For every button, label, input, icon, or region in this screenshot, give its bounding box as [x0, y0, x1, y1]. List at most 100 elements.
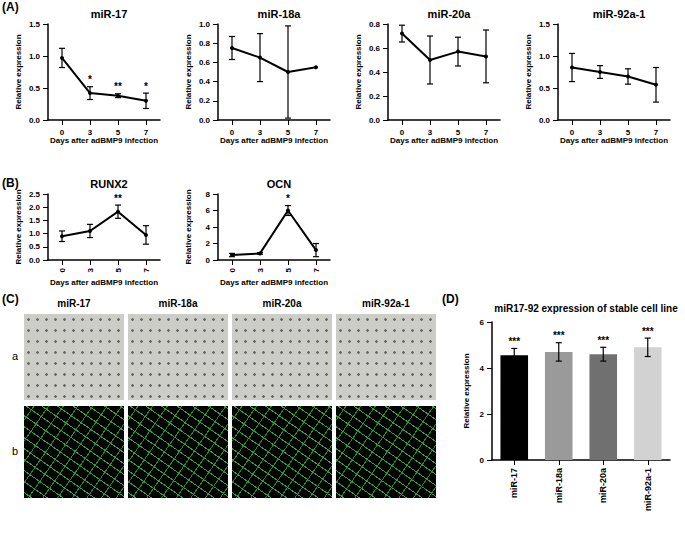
- svg-text:0.2: 0.2: [199, 96, 211, 105]
- svg-text:0.6: 0.6: [369, 44, 381, 53]
- svg-text:Days after adBMP9 infection: Days after adBMP9 infection: [50, 136, 158, 145]
- svg-text:0.5: 0.5: [29, 84, 41, 93]
- svg-text:1.5: 1.5: [539, 20, 551, 29]
- html-text:(D): (D): [442, 292, 459, 306]
- svg-text:Relative expression: Relative expression: [184, 189, 193, 264]
- svg-text:*: *: [88, 74, 92, 85]
- svg-text:0.0: 0.0: [539, 116, 551, 125]
- svg-text:0.0: 0.0: [369, 116, 381, 125]
- svg-text:miR-92a-1: miR-92a-1: [643, 468, 653, 511]
- svg-text:***: ***: [508, 336, 520, 347]
- svg-text:6: 6: [206, 206, 211, 215]
- svg-text:7: 7: [142, 267, 151, 272]
- svg-text:0: 0: [206, 256, 211, 265]
- svg-text:1.0: 1.0: [29, 229, 41, 238]
- svg-text:2: 2: [206, 239, 211, 248]
- svg-text:8: 8: [206, 190, 211, 199]
- html-text:(A): (A): [2, 0, 19, 14]
- svg-text:3: 3: [86, 267, 95, 272]
- svg-text:5: 5: [626, 128, 631, 137]
- svg-text:RUNX2: RUNX2: [90, 178, 127, 190]
- svg-text:7: 7: [654, 128, 659, 137]
- svg-text:1.5: 1.5: [29, 216, 41, 225]
- svg-text:0.8: 0.8: [199, 39, 211, 48]
- svg-text:Days after adBMP9 infection: Days after adBMP9 infection: [220, 136, 328, 145]
- svg-text:5: 5: [114, 267, 123, 272]
- svg-text:0: 0: [228, 267, 237, 272]
- svg-text:miR17-92 expression of stable: miR17-92 expression of stable cell line: [494, 303, 678, 314]
- html-text:a: a: [12, 350, 19, 362]
- svg-text:0: 0: [230, 128, 235, 137]
- svg-text:0: 0: [400, 128, 405, 137]
- svg-text:0: 0: [480, 456, 485, 465]
- svg-text:4: 4: [480, 364, 485, 373]
- svg-text:0.4: 0.4: [199, 77, 211, 86]
- svg-text:*: *: [144, 81, 148, 92]
- html-text:miR-92a-1: miR-92a-1: [362, 298, 410, 309]
- svg-text:5: 5: [456, 128, 461, 137]
- svg-text:miR-17: miR-17: [91, 8, 128, 20]
- svg-text:0.4: 0.4: [369, 68, 381, 77]
- svg-text:***: ***: [642, 326, 654, 337]
- svg-text:0: 0: [570, 128, 575, 137]
- svg-text:0.2: 0.2: [369, 92, 381, 101]
- svg-text:*: *: [286, 193, 290, 204]
- html-text:miR-17: miR-17: [57, 298, 91, 309]
- svg-text:4: 4: [206, 223, 211, 232]
- svg-text:0.0: 0.0: [29, 256, 41, 265]
- svg-text:7: 7: [144, 128, 149, 137]
- svg-text:2.5: 2.5: [29, 190, 41, 199]
- svg-text:miR-20a: miR-20a: [428, 8, 472, 20]
- svg-text:7: 7: [312, 267, 321, 272]
- svg-text:Days after adBMP9 infection: Days after adBMP9 infection: [220, 278, 328, 287]
- svg-text:5: 5: [116, 128, 121, 137]
- html-text:(C): (C): [2, 292, 19, 306]
- svg-text:1.0: 1.0: [29, 52, 41, 61]
- svg-text:1.5: 1.5: [29, 20, 41, 29]
- svg-text:1.0: 1.0: [199, 20, 211, 29]
- svg-text:0.0: 0.0: [199, 116, 211, 125]
- svg-text:5: 5: [284, 267, 293, 272]
- svg-text:7: 7: [314, 128, 319, 137]
- svg-text:Relative expression: Relative expression: [354, 34, 363, 109]
- svg-text:5: 5: [286, 128, 291, 137]
- svg-text:miR-92a-1: miR-92a-1: [593, 8, 646, 20]
- svg-text:3: 3: [598, 128, 603, 137]
- svg-text:***: ***: [553, 330, 565, 341]
- svg-text:6: 6: [480, 318, 485, 327]
- svg-text:0: 0: [58, 267, 67, 272]
- svg-text:0.6: 0.6: [199, 58, 211, 67]
- svg-text:Relative expression: Relative expression: [14, 34, 23, 109]
- svg-text:0.5: 0.5: [539, 84, 551, 93]
- svg-text:**: **: [114, 81, 122, 92]
- svg-text:1.0: 1.0: [539, 52, 551, 61]
- svg-text:0.8: 0.8: [369, 20, 381, 29]
- html-text:(B): (B): [2, 176, 19, 190]
- svg-text:3: 3: [88, 128, 93, 137]
- svg-text:OCN: OCN: [267, 178, 292, 190]
- svg-text:Relative expression: Relative expression: [184, 34, 193, 109]
- svg-text:Relative expression: Relative expression: [14, 189, 23, 264]
- svg-text:2.0: 2.0: [29, 203, 41, 212]
- svg-text:Days after adBMP9 infection: Days after adBMP9 infection: [390, 136, 498, 145]
- svg-text:0.5: 0.5: [29, 242, 41, 251]
- svg-text:Relative expression: Relative expression: [524, 34, 533, 109]
- svg-text:miR-18a: miR-18a: [554, 467, 564, 503]
- svg-text:miR-18a: miR-18a: [258, 8, 302, 20]
- svg-text:Days after adBMP9 infection: Days after adBMP9 infection: [50, 278, 158, 287]
- svg-text:Days after adBMP9 infection: Days after adBMP9 infection: [560, 136, 668, 145]
- svg-text:**: **: [114, 193, 122, 204]
- svg-text:0: 0: [60, 128, 65, 137]
- html-text:miR-20a: miR-20a: [262, 298, 302, 309]
- svg-text:3: 3: [258, 128, 263, 137]
- svg-text:3: 3: [256, 267, 265, 272]
- svg-text:Relative expression: Relative expression: [462, 353, 471, 428]
- html-text:miR-18a: miR-18a: [158, 298, 198, 309]
- svg-text:miR-20a: miR-20a: [598, 467, 608, 503]
- svg-text:3: 3: [428, 128, 433, 137]
- svg-text:***: ***: [597, 335, 609, 346]
- svg-text:miR-17: miR-17: [509, 468, 519, 498]
- svg-text:7: 7: [484, 128, 489, 137]
- svg-text:2: 2: [480, 410, 485, 419]
- svg-text:0.0: 0.0: [29, 116, 41, 125]
